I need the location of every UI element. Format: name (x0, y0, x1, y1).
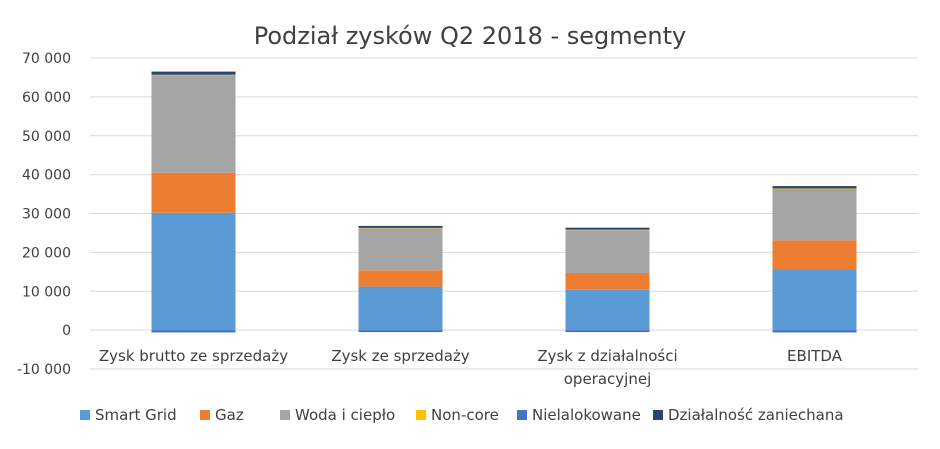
chart-title: Podział zysków Q2 2018 - segmenty (254, 22, 687, 50)
y-tick-label: 70 000 (22, 51, 71, 67)
bar-segment (565, 230, 650, 273)
bar-segment (565, 289, 650, 331)
x-tick-label: operacyjnej (564, 370, 651, 388)
bar-segment (772, 269, 857, 331)
x-axis-labels: Zysk brutto ze sprzedaży Zysk ze sprzedaż… (99, 347, 843, 388)
bar-segment (151, 172, 236, 213)
bar-segment (358, 330, 443, 333)
x-tick-label: Zysk brutto ze sprzedaży (99, 347, 288, 365)
bar-segment (151, 212, 236, 331)
bar-segment (358, 286, 443, 331)
y-tick-label: 0 (62, 323, 71, 339)
y-tick-label: -10 000 (17, 362, 71, 378)
legend-label: Nielalokowane (532, 406, 641, 424)
legend-label: Smart Grid (95, 406, 177, 424)
legend-swatch (416, 410, 426, 420)
bar-segment (358, 270, 443, 287)
bar-segment (358, 227, 443, 229)
x-tick-label: EBITDA (787, 347, 843, 365)
x-tick-label: Zysk ze sprzedaży (331, 347, 469, 365)
y-tick-label: 30 000 (22, 207, 71, 223)
y-tick-label: 20 000 (22, 245, 71, 261)
y-tick-label: 10 000 (22, 284, 71, 300)
y-tick-label: 60 000 (22, 90, 71, 106)
legend-label: Działalność zaniechana (668, 406, 844, 424)
bar-segment (772, 189, 857, 241)
legend-swatch (517, 410, 527, 420)
bar-segment (358, 228, 443, 271)
bar-segment (151, 71, 236, 75)
y-tick-label: 40 000 (22, 168, 71, 184)
bar-segment (565, 272, 650, 290)
bar-segment (151, 330, 236, 333)
x-tick-label: Zysk z działalności (537, 347, 677, 365)
bar-segment (772, 188, 857, 190)
legend-label: Non-core (431, 406, 499, 424)
y-tick-label: 50 000 (22, 129, 71, 145)
bar-segment (772, 186, 857, 189)
bar-segment (151, 74, 236, 76)
legend-swatch (80, 410, 90, 420)
bar-segment (772, 240, 857, 270)
bar-segment (565, 330, 650, 333)
bar-segment (565, 227, 650, 230)
y-axis-labels: -10 000 0 10 000 20 000 30 000 40 000 50 000 60… (17, 51, 71, 378)
legend-swatch (200, 410, 210, 420)
bar-segment (565, 229, 650, 231)
bar-segment (358, 225, 443, 228)
bar-segment (151, 75, 236, 173)
bar-segment (772, 330, 857, 333)
legend-label: Woda i ciepło (295, 406, 395, 424)
legend: Smart Grid Gaz Woda i ciepło Non-core Nielal… (80, 406, 844, 424)
bars (151, 71, 857, 333)
legend-label: Gaz (215, 406, 244, 424)
legend-swatch (653, 410, 663, 420)
legend-swatch (280, 410, 290, 420)
